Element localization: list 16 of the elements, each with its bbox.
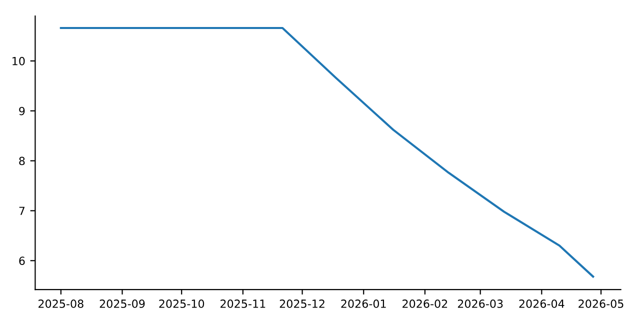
line-series xyxy=(60,26,594,278)
y-tick-label: 9 xyxy=(19,106,25,116)
x-tick-label: 2025-12 xyxy=(280,300,324,308)
x-tick-label: 2026-04 xyxy=(519,300,564,308)
x-tick-label: 2025-09 xyxy=(100,300,145,308)
x-tick-label: 2025-08 xyxy=(38,300,84,308)
x-tick-label: 2026-05 xyxy=(578,300,624,308)
x-tick-label: 2025-11 xyxy=(220,300,266,308)
y-tick-label: 7 xyxy=(19,206,25,215)
x-tick-label: 2026-02 xyxy=(402,300,448,308)
x-tick-label: 2026-03 xyxy=(458,300,503,308)
x-tick-label: 2026-01 xyxy=(341,300,386,308)
y-tick-label: 10 xyxy=(12,56,25,66)
y-tick-label: 6 xyxy=(19,256,25,266)
x-tick-label: 2025-10 xyxy=(159,300,204,308)
y-tick-label: 8 xyxy=(19,156,25,166)
